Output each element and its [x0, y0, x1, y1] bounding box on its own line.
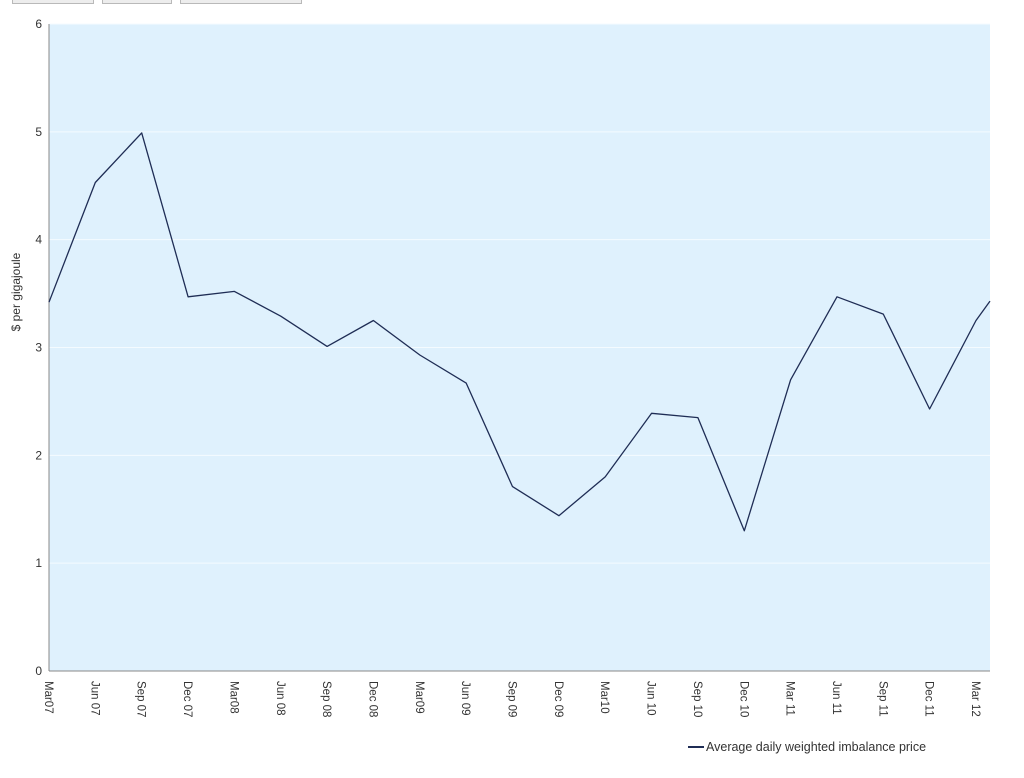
y-tick-label: 4 [35, 233, 42, 247]
x-tick-label: Sep 07 [135, 681, 147, 717]
x-tick-label: Sep 08 [320, 681, 332, 717]
x-tick-label: Sep 10 [691, 681, 703, 717]
y-tick-label: 1 [35, 556, 42, 570]
x-tick-label: Dec 08 [366, 681, 378, 717]
y-axis-label: $ per gigajoule [9, 252, 23, 332]
x-tick-label: Dec 07 [181, 681, 193, 717]
axes [48, 24, 990, 672]
y-tick-label: 2 [35, 448, 42, 462]
x-tick-label: Jun 07 [88, 681, 100, 716]
y-tick-label: 0 [35, 664, 42, 678]
y-tick-label: 3 [35, 341, 42, 355]
x-tick-label: Sep 09 [506, 681, 518, 717]
x-tick-label: Mar10 [598, 681, 610, 714]
sheet-tab[interactable] [12, 0, 94, 4]
x-tick-label: Mar09 [413, 681, 425, 714]
series-line [48, 132, 991, 532]
x-tick-label: Dec 10 [737, 681, 749, 717]
x-tick-label: Mar08 [227, 681, 239, 714]
x-tick-label: Jun 11 [830, 681, 842, 715]
y-tick-label: 5 [35, 125, 42, 139]
x-tick-label: Sep 11 [876, 681, 888, 717]
x-tick-label: Mar07 [42, 681, 54, 714]
x-tick-label: Dec 09 [552, 681, 564, 717]
x-tick-label: Jun 10 [645, 681, 657, 716]
gridlines [49, 23, 990, 564]
legend-label: Average daily weighted imbalance price [706, 740, 927, 754]
x-tick-label: Dec 11 [923, 681, 935, 717]
sheet-tab[interactable] [180, 0, 302, 4]
x-tick-label: Mar 12 [969, 681, 981, 717]
x-tick-label: Jun 09 [459, 681, 471, 716]
y-tick-label: 6 [35, 17, 42, 31]
x-tick-label: Mar 11 [784, 681, 796, 716]
y-tick-labels: 0 1 2 3 4 5 6 [35, 17, 42, 678]
legend: Average daily weighted imbalance price [688, 739, 926, 755]
x-tick-labels: Mar07 Jun 07 Sep 07 Dec 07 Mar08 Jun 08 Sep 08… [42, 681, 981, 717]
sheet-tab[interactable] [102, 0, 172, 4]
sheet-tab-strip [0, 0, 1024, 4]
x-tick-label: Jun 08 [274, 681, 286, 716]
legend-line-swatch [688, 746, 704, 748]
